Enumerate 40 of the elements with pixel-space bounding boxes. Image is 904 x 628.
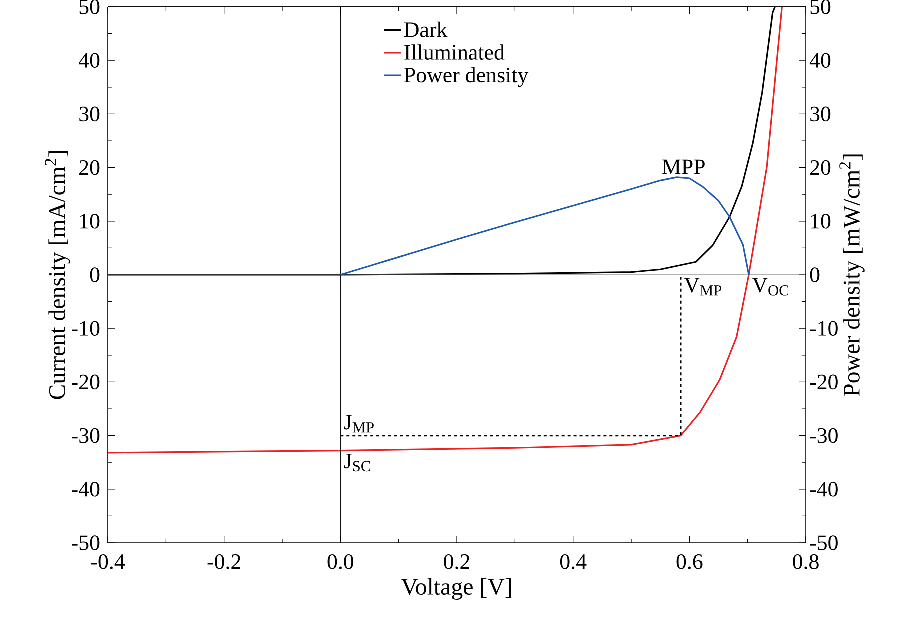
y2-tick-label: 40 bbox=[810, 53, 831, 68]
y2-tick-label: 50 bbox=[810, 0, 831, 14]
y-tick-label: 30 bbox=[80, 106, 100, 122]
y-tick-label: -20 bbox=[72, 374, 100, 390]
y2-tick-label: -10 bbox=[810, 321, 838, 336]
x-tick-label: 0.6 bbox=[676, 554, 703, 570]
annotation: V$_{OC}$ bbox=[752, 278, 788, 296]
y2-tick-label: -20 bbox=[810, 374, 838, 390]
x-tick-label: -0.2 bbox=[208, 554, 240, 570]
y2-tick-label: -40 bbox=[810, 482, 838, 497]
annotation: V$_{MP}$ bbox=[684, 278, 722, 296]
y-tick-label: 10 bbox=[80, 214, 100, 229]
legend-label: Power density bbox=[404, 67, 529, 88]
x-tick-label: -0.4 bbox=[91, 554, 126, 570]
y2-tick-label: 20 bbox=[810, 160, 831, 176]
y-tick-label: -30 bbox=[72, 428, 100, 444]
y2-tick-label: -30 bbox=[810, 428, 838, 444]
y2-tick-label: 30 bbox=[810, 106, 831, 122]
y-tick-label: 0 bbox=[90, 268, 100, 282]
y2-axis-title: Power density [mW/cm$^{2}$] bbox=[840, 154, 865, 396]
y2-tick-label: 0 bbox=[810, 268, 820, 282]
y-tick-label: -40 bbox=[72, 482, 100, 497]
legend-label: Dark bbox=[404, 22, 448, 38]
legend-label: Illuminated bbox=[404, 44, 505, 60]
y-tick-label: -10 bbox=[72, 321, 100, 336]
x-axis-title: Voltage [V] bbox=[401, 578, 512, 600]
x-tick-label: 0.2 bbox=[444, 554, 470, 570]
y2-tick-label: -50 bbox=[810, 536, 838, 550]
x-tick-label: 0.4 bbox=[560, 554, 587, 570]
y-axis-title: Current density [mA/cm$^{2}$] bbox=[45, 151, 70, 400]
y-tick-label: 50 bbox=[80, 0, 100, 14]
y2-tick-label: 10 bbox=[811, 214, 831, 229]
x-tick-label: 0.8 bbox=[793, 554, 819, 570]
annotation: MPP bbox=[662, 160, 705, 174]
y-tick-label: 40 bbox=[79, 53, 100, 68]
y-tick-label: -50 bbox=[72, 536, 100, 550]
x-tick-label: 0.0 bbox=[328, 554, 354, 570]
annotation: J$_{MP}$ bbox=[344, 415, 374, 433]
y-tick-label: 20 bbox=[80, 160, 100, 176]
annotation: J$_{SC}$ bbox=[344, 454, 370, 472]
